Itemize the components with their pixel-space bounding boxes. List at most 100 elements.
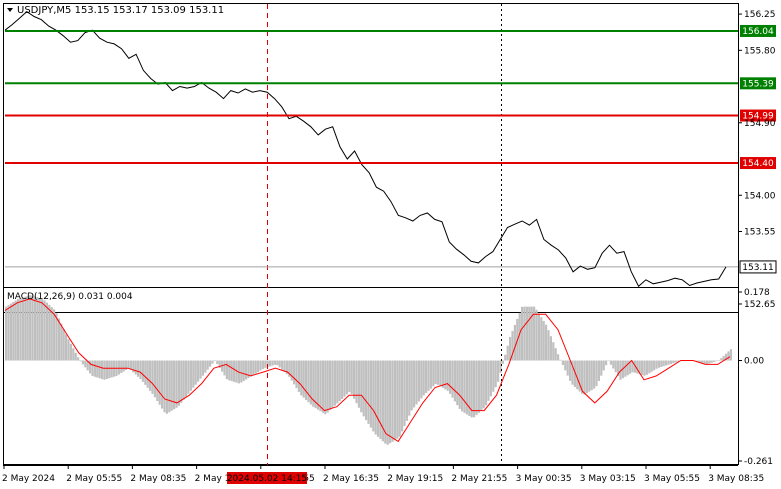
macd-histogram-bar [415,360,418,405]
macd-histogram-bar [134,360,137,375]
macd-histogram-bar [386,360,389,445]
macd-histogram-bar [96,360,99,378]
price-panel-frame [3,3,739,313]
macd-histogram-bar [353,360,356,399]
macd-histogram-bar [485,360,488,406]
macd-histogram-bar [146,360,149,388]
macd-histogram-bar [398,360,401,437]
macd-histogram-bar [569,360,572,381]
macd-histogram-bar [597,360,600,381]
macd-histogram-bar [638,360,641,375]
macd-histogram-bar [139,360,142,380]
macd-histogram-bar [326,360,329,413]
macd-histogram-bar [65,334,68,361]
macd-histogram-bar [144,360,147,385]
macd-histogram-bar [705,360,708,365]
axis-layer: 156.25 155.80 154.90 154.00 153.55 152.65 0.17… [2,10,776,484]
macd-histogram-bar [21,297,24,361]
macd-histogram-bar [542,321,545,361]
macd-histogram-bar [314,360,317,409]
macd-histogram-bar [528,306,531,361]
macd-histogram-bar [110,360,113,378]
macd-histogram-bar [477,360,480,413]
macd-histogram-bar [720,358,723,361]
macd-histogram-bar [149,360,152,391]
macd-histogram-bar [101,360,104,380]
macd-histogram-bar [189,360,192,391]
macd-histogram-bar [319,360,322,412]
macd-histogram-bar [300,360,303,396]
level-label-154.99: 154.99 [742,112,774,122]
macd-histogram-bar [648,360,651,374]
macd-histogram-bar [530,306,533,361]
macd-histogram-bar [86,360,89,371]
macd-histogram-bar [185,360,188,397]
macd-histogram-bar [657,360,660,368]
macd-histogram-bar [79,360,82,362]
macd-histogram-bar [533,306,536,361]
macd-histogram-bar [420,360,423,399]
time-tick-label: 2 May 08:35 [130,474,186,484]
macd-histogram-bar [307,360,310,403]
macd-histogram-bar [698,360,701,363]
macd-histogram-bar [631,360,634,373]
price-tick-label: 154.00 [744,191,776,201]
vertical-markers [267,4,502,465]
macd-histogram-bar [360,360,363,413]
macd-histogram-bar [703,360,706,364]
macd-histogram-bar [233,360,236,382]
macd-histogram-bar [43,300,46,361]
macd-histogram-bar [53,309,56,361]
macd-histogram-bar [525,306,528,361]
macd-histogram-bar [677,360,680,362]
macd-histogram-bar [624,360,627,377]
macd-histogram-bar [566,360,569,376]
symbol-header: USDJPY,M5 153.15 153.17 153.09 153.11 [17,5,224,16]
macd-tick-label: 0.00 [744,357,764,367]
macd-histogram-bar [660,360,663,367]
macd-histogram-bar [645,360,648,375]
macd-histogram-bar [429,360,432,389]
macd-histogram-bar [273,360,276,365]
macd-histogram-bar [125,360,128,371]
macd-histogram-bar [163,360,166,413]
macd-histogram-bar [379,360,382,440]
price-series-line [4,10,727,288]
macd-histogram-bar [427,360,430,391]
macd-histogram-bar [218,360,221,368]
macd-tick-label: -0.261 [744,457,773,467]
macd-histogram-bar [269,360,272,367]
macd-histogram-bar [449,360,452,394]
macd-histogram-bar [45,302,48,361]
macd-histogram-bar [504,354,507,361]
macd-histogram-bar [281,360,284,370]
macd-histogram-bar [72,348,75,361]
macd-histogram-bar [194,360,197,385]
macd-histogram-bar [60,323,63,361]
macd-histogram-bar [235,360,238,383]
cursor-time-label: 2024.05.02 14:15 [227,474,307,484]
time-tick-label: 2 May 11:15 [195,474,251,484]
macd-histogram-bar [453,360,456,402]
macd-histogram-bar [581,360,584,394]
symbol-dropdown-icon[interactable] [7,8,13,12]
macd-histogram-bar [396,360,399,439]
macd-histogram-bar [636,360,639,374]
macd-histogram-bar [511,330,514,361]
macd-histogram-bar [305,360,308,400]
macd-histogram-bar [389,360,392,444]
macd-histogram-bar [696,360,699,362]
macd-histogram-bar [33,296,36,361]
macd-histogram-bar [141,360,144,382]
macd-tick-label: 0.178 [744,288,770,298]
macd-histogram-bar [446,360,449,391]
macd-histogram-bar [29,295,32,361]
macd-histogram-bar [576,360,579,390]
macd-histogram-bar [209,360,212,367]
macd-histogram-bar [81,360,84,365]
macd-histogram-bar [206,360,209,370]
time-tick-label: 3 May 08:35 [708,474,764,484]
macd-histogram-bar [391,360,394,442]
macd-histogram-bar [247,360,250,379]
